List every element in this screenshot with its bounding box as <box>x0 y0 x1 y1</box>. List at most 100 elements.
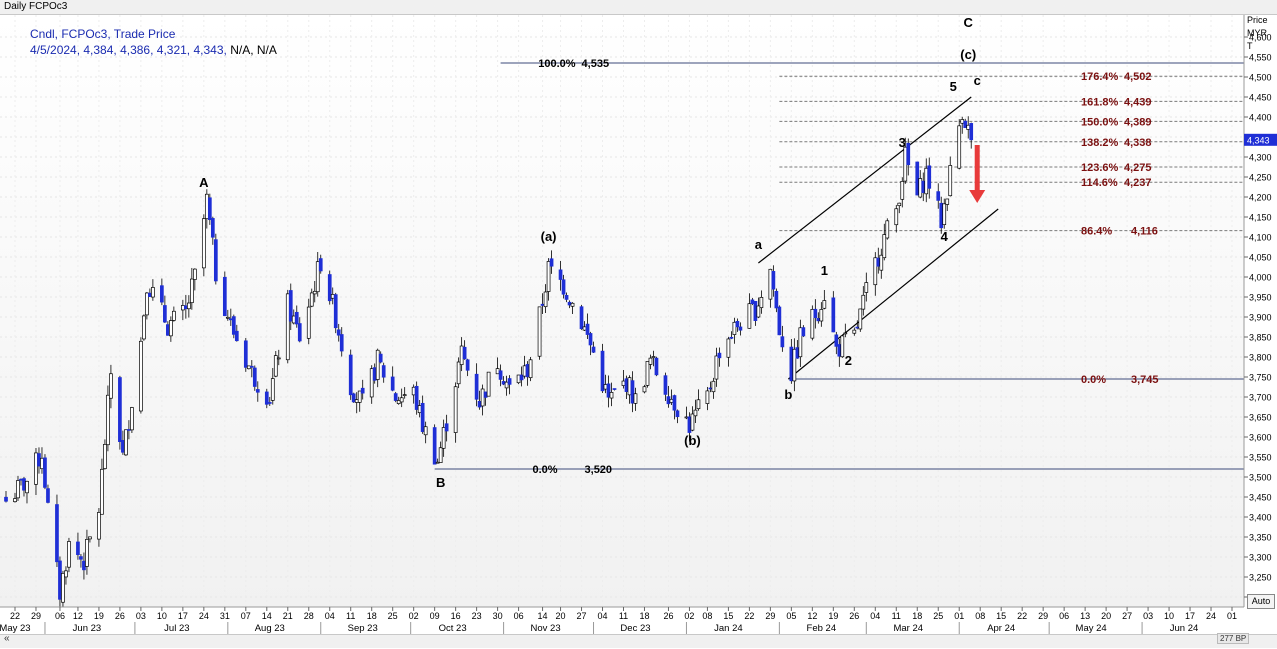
candle-down <box>228 318 233 321</box>
time-tick-label: 06 <box>55 611 65 621</box>
month-label: Aug 23 <box>255 623 285 634</box>
fib-label-left: 100.0% <box>538 58 576 70</box>
candle-down <box>318 258 323 272</box>
fib-value-right: 4,338 <box>1124 137 1152 149</box>
time-tick-label: 04 <box>870 611 880 621</box>
candle-up <box>453 386 458 433</box>
candle-up <box>858 308 863 330</box>
price-tick-label: 3,950 <box>1249 293 1272 303</box>
candle-down <box>372 367 377 381</box>
arrow-shaft <box>974 145 980 191</box>
price-tick-label: 4,050 <box>1249 253 1272 263</box>
candle-up <box>142 315 146 340</box>
candle-up <box>417 405 422 414</box>
candle-up <box>966 124 971 130</box>
candle-up <box>516 374 521 384</box>
candle-down <box>507 378 512 385</box>
candle-up <box>621 380 626 386</box>
time-scrollbar[interactable] <box>0 634 1277 648</box>
candle-down <box>774 290 779 309</box>
wave-labels: A B (a) (b) a b 1 2 3 4 5 c (c) C <box>199 15 981 490</box>
legend-ohlc-values: 4/5/2024, 4,384, 4,386, 4,321, 4,343, <box>30 43 227 57</box>
candle-down <box>666 396 671 405</box>
candle-up <box>528 359 533 379</box>
candle-up <box>189 278 194 304</box>
candle-up <box>246 365 251 370</box>
wave-label: 2 <box>845 353 852 368</box>
candle-down <box>351 393 356 403</box>
candle-up <box>16 480 20 499</box>
time-tick-label: 10 <box>1164 611 1174 621</box>
candle-down <box>19 478 23 481</box>
month-label: May 23 <box>0 623 31 634</box>
candle-up <box>306 306 311 339</box>
candle-up <box>100 468 104 515</box>
time-tick-label: 13 <box>1080 611 1090 621</box>
candle-up <box>543 291 548 308</box>
price-tick-label: 3,600 <box>1249 433 1272 443</box>
scroll-right-button[interactable]: 277 BP <box>1217 633 1250 644</box>
time-tick-label: 11 <box>619 611 628 621</box>
fib-value-left: 3,520 <box>585 464 613 476</box>
price-tick-label: 3,250 <box>1249 573 1272 583</box>
candle-up <box>40 457 44 470</box>
time-tick-label: 27 <box>1122 611 1132 621</box>
wave-label: 3 <box>899 135 906 150</box>
candle-up <box>354 399 359 403</box>
candle-down <box>477 400 482 408</box>
time-tick-label: 30 <box>493 611 503 621</box>
time-tick-label: 20 <box>1101 611 1111 621</box>
candle-up <box>648 357 653 365</box>
price-tick-label: 4,100 <box>1249 233 1272 243</box>
candle-down <box>483 391 488 398</box>
auto-scale-button[interactable]: Auto <box>1247 594 1275 609</box>
time-tick-label: 01 <box>954 611 964 621</box>
candle-down <box>540 303 545 306</box>
fib-value-right: 4,237 <box>1124 177 1152 189</box>
current-price-tag: 4,343 <box>1244 133 1277 146</box>
time-tick-label: 28 <box>304 611 314 621</box>
candle-up <box>435 461 440 464</box>
price-tag-box <box>1244 133 1277 146</box>
candle-down <box>969 123 974 141</box>
candle-up <box>315 261 320 293</box>
time-tick-label: 26 <box>849 611 859 621</box>
price-tick-label: 3,850 <box>1249 333 1272 343</box>
time-tick-label: 11 <box>892 611 901 621</box>
candle-up <box>819 309 824 322</box>
fib-value-right: 4,116 <box>1131 226 1158 238</box>
candles <box>4 116 974 608</box>
candle-down <box>813 308 818 319</box>
candle-down <box>414 385 419 410</box>
candle-down <box>771 271 776 290</box>
candle-down <box>795 347 800 359</box>
candle-down <box>612 388 617 390</box>
fib-label-right: 86.4% <box>1081 226 1112 238</box>
time-tick-label: 22 <box>1017 611 1027 621</box>
fib-label-right: 150.0% <box>1081 116 1119 128</box>
wave-label: B <box>436 475 445 490</box>
candle-up <box>85 539 89 567</box>
time-tick-label: 08 <box>975 611 985 621</box>
candle-down <box>333 294 338 329</box>
candle-up <box>693 409 698 417</box>
candle-up <box>486 371 491 397</box>
candle-down <box>816 318 821 322</box>
time-tick-label: 09 <box>430 611 440 621</box>
time-tick-label: 23 <box>472 611 482 621</box>
scroll-left-button[interactable]: « <box>4 633 10 644</box>
candle-up <box>570 302 575 307</box>
candle-down <box>462 346 467 360</box>
wave-label: A <box>199 175 209 190</box>
wave-label: c <box>974 73 981 88</box>
candle-up <box>864 282 869 293</box>
candle-down <box>591 346 596 353</box>
candle-down <box>43 457 47 488</box>
candle-up <box>711 380 716 393</box>
candle-up <box>312 290 317 295</box>
fib-label-right: 123.6% <box>1081 162 1119 174</box>
candle-up <box>759 297 764 309</box>
candle-down <box>936 191 941 201</box>
candle-down <box>735 320 740 328</box>
